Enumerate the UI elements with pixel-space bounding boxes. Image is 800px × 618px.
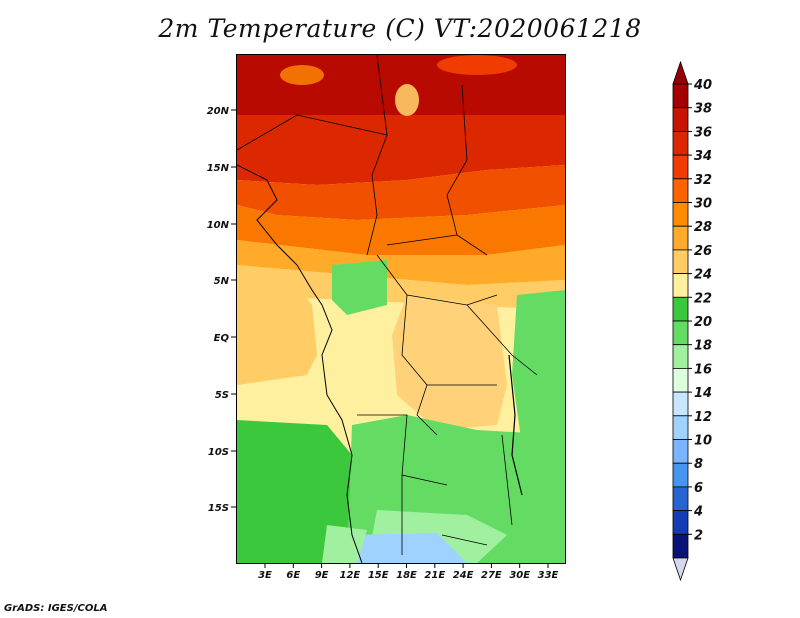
- footer-credit: GrADS: IGES/COLA: [4, 603, 108, 614]
- zone-congo-27: [392, 295, 507, 430]
- hot-spot-2: [395, 84, 419, 116]
- colorbar-label: 10: [694, 434, 712, 449]
- colorbar-label: 36: [694, 125, 712, 140]
- colorbar-bottom-arrow: [672, 557, 689, 582]
- colorbar-label: 8: [694, 457, 703, 472]
- rift-lakes: [508, 354, 523, 496]
- colorbar-swatch: [672, 486, 689, 511]
- hot-spot-1: [280, 65, 324, 85]
- colorbar-label: 6: [694, 481, 703, 496]
- colorbar-label: 38: [694, 102, 712, 117]
- lon-tick-label: 9E: [315, 570, 329, 581]
- colorbar-label: 18: [694, 339, 712, 354]
- colorbar-swatch: [672, 391, 689, 417]
- colorbar-label: 28: [694, 220, 712, 235]
- colorbar-label: 34: [694, 149, 712, 164]
- lat-tick-label: EQ: [214, 333, 230, 344]
- colorbar-swatch: [672, 533, 689, 559]
- zone-34: [237, 165, 565, 220]
- lon-tick-label: 3E: [258, 570, 272, 581]
- colorbar-swatch: [672, 320, 689, 346]
- lon-tick-label: 27E: [481, 570, 502, 581]
- colorbar-label: 22: [694, 291, 712, 306]
- colorbar-swatch: [672, 273, 689, 298]
- lat-tick-label: 5S: [215, 390, 229, 401]
- colorbar-swatch: [672, 154, 689, 180]
- lon-tick-label: 30E: [509, 570, 530, 581]
- colorbar-label: 20: [694, 315, 712, 330]
- colorbar-label: 12: [694, 410, 712, 425]
- colorbar-swatch: [672, 249, 689, 274]
- colorbar-swatch: [672, 178, 689, 203]
- zone-cameroon-green: [332, 260, 387, 315]
- zone-32: [237, 205, 565, 255]
- zone-coast-20: [322, 525, 367, 563]
- colorbar-label: 16: [694, 362, 712, 377]
- colorbar-swatch: [672, 344, 689, 369]
- chart-title: 2m Temperature (C) VT:2020061218: [158, 14, 642, 43]
- lat-tick-label: 20N: [207, 106, 230, 117]
- colorbar-label: 4: [693, 505, 703, 520]
- temperature-field: [237, 55, 565, 563]
- colorbar-label: 24: [694, 268, 712, 283]
- lon-tick-label: 33E: [538, 570, 559, 581]
- colorbar-swatch: [672, 296, 689, 322]
- colorbar-swatch: [672, 510, 689, 535]
- lat-tick-label: 10S: [208, 447, 229, 458]
- lon-tick-label: 21E: [424, 570, 445, 581]
- colorbar-swatch: [672, 202, 689, 227]
- colorbar-label: 26: [694, 244, 712, 259]
- lat-tick-label: 15N: [207, 163, 230, 174]
- lon-tick-label: 12E: [340, 570, 361, 581]
- zone-ocean-28: [237, 285, 317, 385]
- colorbar-swatch: [672, 130, 689, 156]
- zone-30: [237, 240, 565, 285]
- zone-ne-34: [437, 55, 517, 75]
- colorbar-label: 32: [694, 173, 712, 188]
- colorbar-swatch: [672, 225, 689, 251]
- colorbar-swatch: [672, 367, 689, 393]
- lon-tick-label: 24E: [453, 570, 474, 581]
- colorbar-label: 2: [694, 528, 703, 543]
- zone-east-green: [512, 290, 565, 445]
- lat-tick-label: 5N: [214, 276, 230, 287]
- colorbar-label: 40: [693, 78, 712, 93]
- colorbar-label: 14: [694, 386, 712, 401]
- coastline: [237, 164, 363, 563]
- lon-tick-label: 15E: [368, 570, 389, 581]
- lat-tick-label: 10N: [207, 220, 230, 231]
- colorbar-swatch: [672, 462, 689, 488]
- lon-tick-label: 6E: [286, 570, 300, 581]
- zone-14: [352, 533, 467, 563]
- lon-tick-label: 18E: [396, 570, 417, 581]
- temperature-map: [236, 54, 566, 564]
- colorbar-swatch: [672, 439, 689, 464]
- colorbar-swatch: [672, 415, 689, 440]
- colorbar-swatch: [672, 83, 689, 109]
- colorbar-label: 30: [694, 197, 712, 212]
- lat-tick-label: 15S: [208, 503, 229, 514]
- colorbar-swatch: [672, 107, 689, 132]
- zone-36: [237, 115, 565, 185]
- colorbar-top-arrow: [672, 60, 689, 85]
- country-borders: [237, 55, 538, 555]
